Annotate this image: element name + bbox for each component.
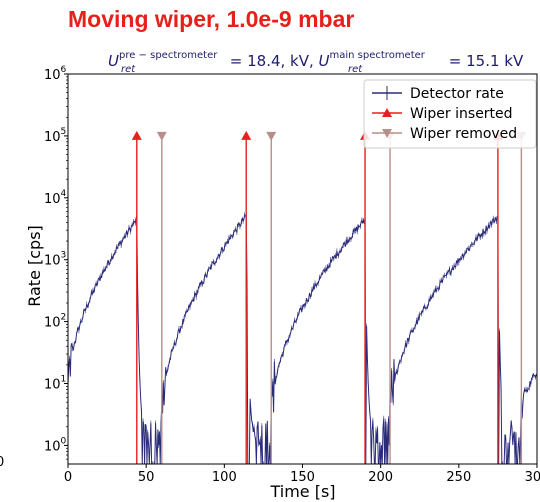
y-tick-base: 10 — [44, 378, 61, 393]
legend-box — [363, 79, 537, 149]
subtitle-u2-sub: ret — [348, 64, 363, 75]
legend-entry: Detector rate — [410, 86, 504, 102]
y-tick-label: 104 — [44, 189, 67, 207]
y-tick-exp: 4 — [61, 189, 67, 199]
legend-handle-marker — [382, 129, 392, 138]
subtitle-u2-symbol: U — [319, 52, 330, 70]
wiper-removed-marker — [266, 131, 277, 141]
legend-entry: Wiper inserted — [410, 106, 513, 122]
y-tick-base: 10 — [44, 192, 61, 207]
wiper-removed-marker — [156, 131, 167, 141]
y-tick-base: 10 — [44, 130, 61, 145]
chart-subtitle: Upre − spectrometer ret = 18.4, kV, Umain… — [108, 50, 524, 75]
wiper-removed-series — [156, 131, 527, 464]
x-axis: 0 50 100 150 200 250 300 — [64, 464, 540, 485]
y-tick-label: 105 — [44, 127, 66, 145]
chart-title: Moving wiper, 1.0e-9 mbar — [68, 6, 354, 32]
y-tick-exp: 3 — [61, 251, 67, 261]
legend-handle-marker — [382, 108, 392, 117]
x-axis-label: Time [s] — [269, 482, 335, 501]
wiper-inserted-marker — [241, 130, 252, 140]
wiper-inserted-series — [131, 130, 503, 464]
stray-left-label: 0 — [0, 455, 4, 470]
y-axis-label: Rate [cps] — [25, 225, 44, 307]
legend: Detector rate Wiper inserted Wiper removed — [363, 79, 537, 149]
subtitle-u1-sub: ret — [121, 64, 136, 75]
legend-entry: Wiper removed — [410, 126, 517, 142]
subtitle-u2-rest: = 15.1 kV — [444, 52, 524, 70]
wiper-inserted-marker — [131, 130, 142, 140]
y-tick-label: 100 — [44, 436, 67, 454]
x-tick-label: 200 — [368, 470, 393, 485]
x-tick-label: 300 — [525, 470, 540, 485]
x-tick-label: 100 — [212, 470, 237, 485]
subtitle-u2-sup: main spectrometer — [330, 50, 426, 61]
y-tick-exp: 5 — [61, 127, 67, 137]
y-tick-base: 10 — [44, 439, 61, 454]
y-tick-base: 10 — [44, 316, 61, 331]
y-tick-label: 102 — [44, 313, 66, 331]
y-tick-exp: 6 — [61, 65, 67, 75]
y-tick-base: 10 — [44, 254, 61, 269]
x-tick-label: 50 — [138, 470, 155, 485]
y-tick-exp: 2 — [61, 313, 67, 323]
x-tick-label: 0 — [64, 470, 72, 485]
x-tick-label: 250 — [446, 470, 471, 485]
subtitle-u1-rest: = 18.4, kV, — [225, 52, 319, 70]
subtitle-u1-sup: pre − spectrometer — [119, 50, 218, 61]
y-tick-exp: 1 — [61, 375, 67, 385]
detector-rate-series — [68, 212, 537, 464]
subtitle-u1-symbol: U — [108, 52, 119, 70]
y-tick-exp: 0 — [61, 436, 67, 446]
y-tick-label: 101 — [44, 375, 66, 393]
y-tick-base: 10 — [44, 68, 61, 83]
y-tick-label: 103 — [44, 251, 66, 269]
x-tick-label: 150 — [290, 470, 315, 485]
y-tick-label: 106 — [44, 65, 67, 83]
